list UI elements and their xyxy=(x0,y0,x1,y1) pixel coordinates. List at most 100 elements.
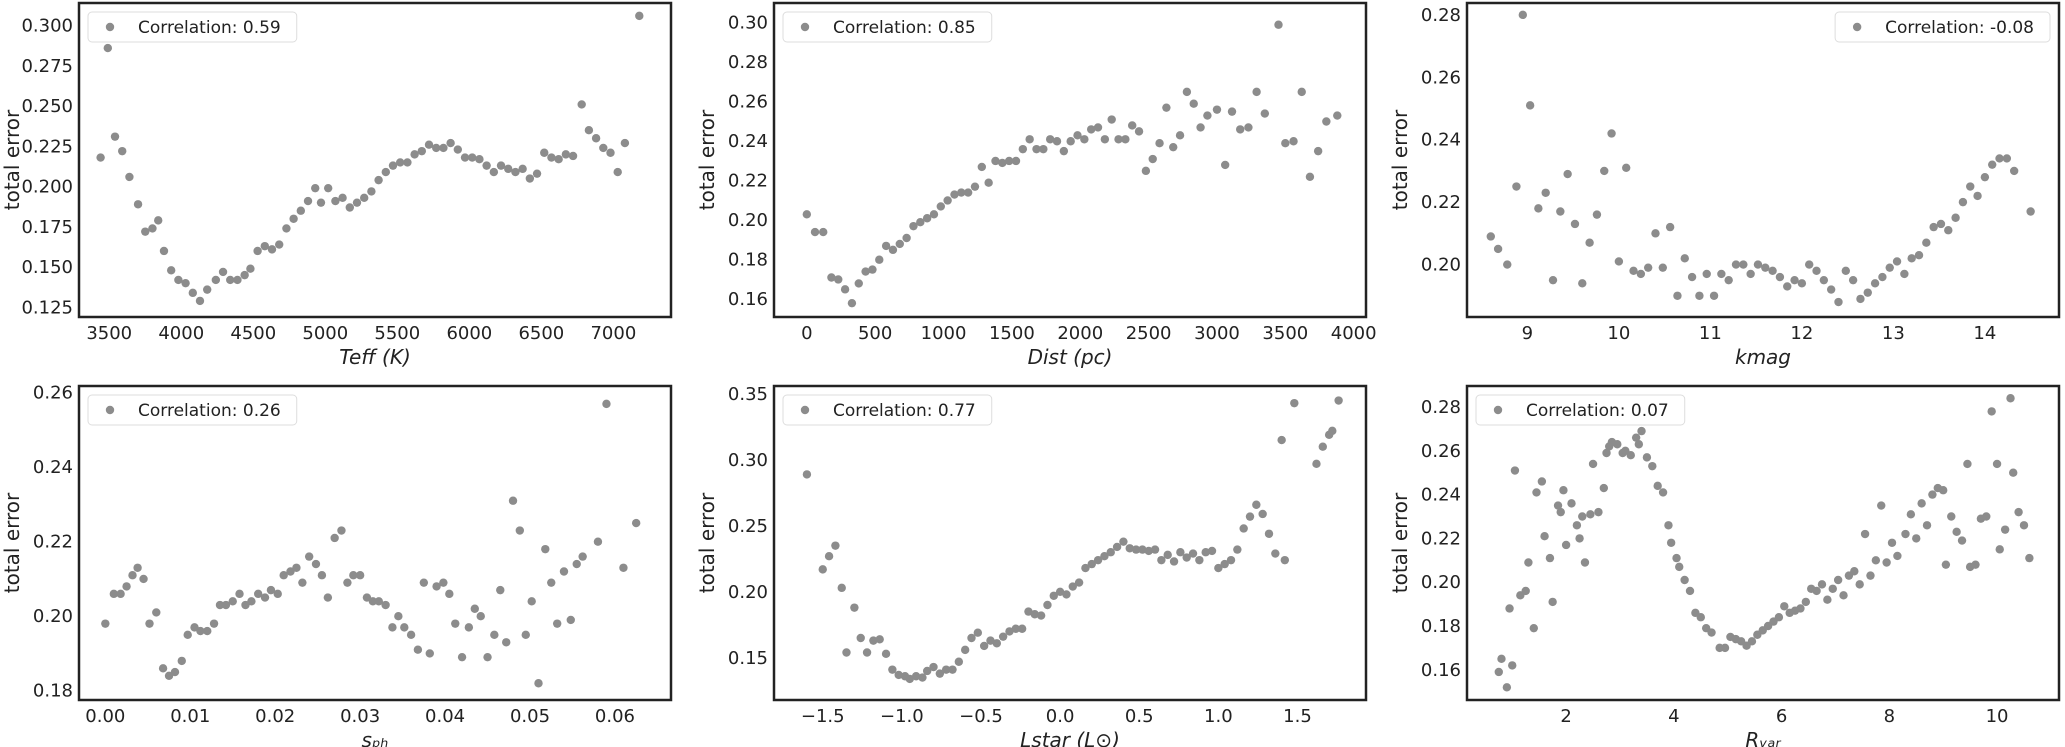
data-point xyxy=(403,158,412,167)
data-point xyxy=(1502,683,1512,692)
plot-frame xyxy=(1465,384,2061,702)
data-point xyxy=(432,582,441,591)
data-point xyxy=(620,138,630,148)
y-tick-label: 0.22 xyxy=(1421,528,1461,549)
data-point xyxy=(1936,219,1946,229)
data-point xyxy=(2000,525,2010,534)
data-point xyxy=(298,578,307,587)
data-point xyxy=(289,214,298,223)
data-point xyxy=(464,623,474,632)
y-tick-label: 0.24 xyxy=(33,457,73,478)
data-point xyxy=(1963,459,1972,469)
data-point xyxy=(862,648,872,657)
data-point xyxy=(174,275,183,285)
data-point xyxy=(1790,275,1799,285)
data-point xyxy=(240,270,249,280)
y-axis-label: total error xyxy=(1388,492,1412,593)
data-point xyxy=(410,150,419,159)
data-point xyxy=(1093,555,1103,565)
data-point xyxy=(1675,562,1684,572)
x-tick-label: 0.05 xyxy=(510,706,550,727)
data-point xyxy=(1812,586,1821,596)
data-point xyxy=(2006,394,2015,403)
y-tick-label: 0.22 xyxy=(728,171,768,192)
legend: Correlation: 0.77 xyxy=(782,394,993,426)
data-point xyxy=(837,583,846,593)
data-point xyxy=(254,589,263,599)
data-point xyxy=(1907,254,1916,263)
x-tick-label: 3000 xyxy=(1194,323,1240,344)
data-point xyxy=(1680,575,1689,585)
data-point xyxy=(1651,229,1660,238)
x-tick-label: 14 xyxy=(1973,323,1996,344)
data-point xyxy=(413,645,423,654)
data-point xyxy=(1823,595,1832,604)
data-point xyxy=(1131,545,1141,554)
data-point xyxy=(158,664,168,673)
data-point xyxy=(599,143,608,153)
data-point xyxy=(292,563,301,572)
data-point xyxy=(948,665,957,674)
data-point xyxy=(888,245,898,255)
data-point xyxy=(894,670,903,680)
data-point xyxy=(1941,560,1951,569)
y-tick-label: 0.250 xyxy=(21,96,73,117)
data-point xyxy=(1747,637,1757,646)
data-point xyxy=(602,399,611,409)
data-point xyxy=(960,645,970,655)
x-axis-label: Rᵥₐᵣ xyxy=(1745,728,1781,747)
data-point xyxy=(613,167,622,177)
data-point xyxy=(1525,101,1535,110)
data-point xyxy=(1914,250,1924,260)
data-point xyxy=(527,597,536,606)
data-point xyxy=(311,183,320,193)
data-point xyxy=(905,674,914,684)
data-point xyxy=(895,239,904,249)
y-tick-label: 0.150 xyxy=(21,257,73,278)
x-tick-label: 2500 xyxy=(1126,323,1172,344)
data-point xyxy=(521,630,530,640)
x-tick-label: 5000 xyxy=(302,323,348,344)
data-point xyxy=(1220,160,1230,170)
data-point xyxy=(909,221,918,231)
data-point xyxy=(1036,611,1046,620)
data-point xyxy=(1106,548,1115,557)
data-point xyxy=(1570,219,1580,229)
data-point xyxy=(1087,559,1096,569)
data-point xyxy=(1901,529,1910,539)
data-point xyxy=(260,241,270,251)
y-tick-label: 0.24 xyxy=(728,131,768,152)
data-point xyxy=(541,544,550,554)
data-point xyxy=(840,285,850,294)
x-tick-label: 2 xyxy=(1560,706,1571,727)
x-tick-label: 0.06 xyxy=(595,706,635,727)
data-point xyxy=(1195,555,1204,565)
data-point xyxy=(1169,142,1178,152)
data-point xyxy=(181,278,190,288)
data-point xyxy=(1018,144,1028,154)
data-point xyxy=(1226,555,1236,565)
legend-box xyxy=(87,11,298,43)
data-point xyxy=(1687,272,1697,282)
data-point xyxy=(1988,160,1997,169)
data-point xyxy=(215,600,225,610)
data-point xyxy=(1141,166,1151,176)
data-point xyxy=(490,630,499,640)
data-point xyxy=(1196,123,1205,132)
data-point xyxy=(593,537,603,546)
data-point xyxy=(1233,545,1242,554)
data-point xyxy=(2026,207,2035,216)
data-point xyxy=(1203,111,1212,120)
data-point xyxy=(875,255,884,264)
data-point xyxy=(267,245,277,254)
y-axis-label: total error xyxy=(695,492,719,593)
data-point xyxy=(148,224,157,233)
x-tick-label: −1.5 xyxy=(801,706,845,727)
data-point xyxy=(406,630,416,640)
data-point xyxy=(1024,607,1033,616)
data-point xyxy=(159,246,169,256)
data-point xyxy=(425,649,434,658)
data-point xyxy=(1318,442,1327,451)
data-point xyxy=(1951,213,1960,222)
data-point xyxy=(869,636,878,645)
